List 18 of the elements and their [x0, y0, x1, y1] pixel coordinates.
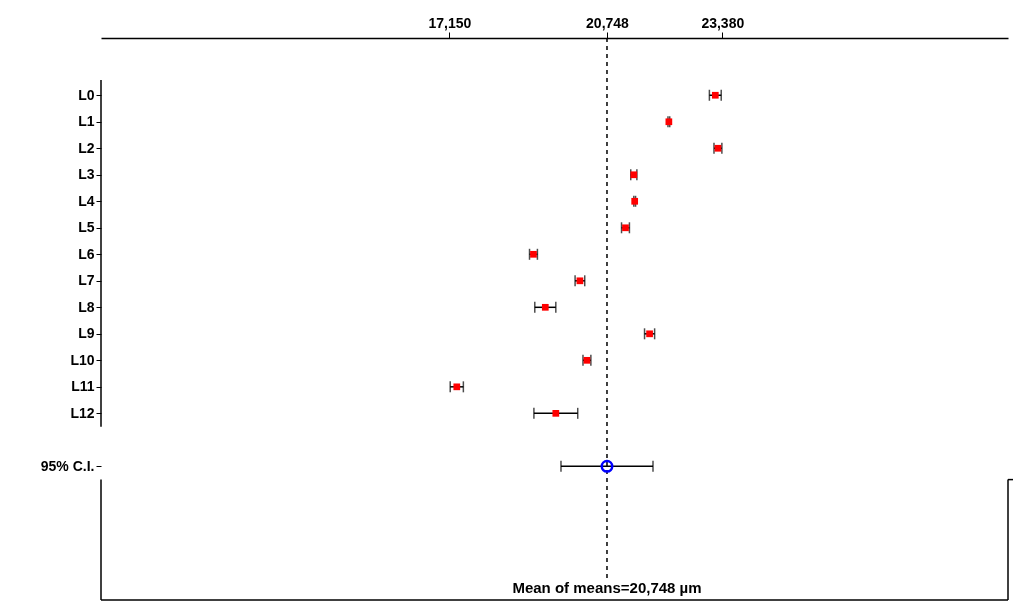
- y-tick-label: L11: [71, 378, 95, 395]
- y-tick-label: L0: [78, 86, 95, 103]
- x-tick-label: 20,748: [586, 14, 630, 31]
- y-tick-label: L9: [78, 325, 95, 342]
- x-tick-label: 23,380: [701, 14, 745, 31]
- y-tick-label: L3: [78, 166, 95, 183]
- y-tick-label: L1: [78, 113, 95, 130]
- y-tick-label: L4: [78, 192, 95, 209]
- x-tick-label: 17,150: [428, 14, 472, 31]
- y-tick-label: 95% C.I.: [40, 457, 95, 474]
- y-tick-label: L7: [78, 272, 95, 289]
- ref-line-label: Mean of means=20,748 µm: [512, 579, 702, 596]
- y-tick-label: L5: [78, 219, 95, 236]
- y-tick-label: L8: [78, 298, 95, 315]
- y-tick-label: L10: [70, 351, 95, 368]
- y-tick-label: L2: [78, 139, 95, 156]
- y-tick-label: L12: [70, 404, 95, 421]
- y-tick-label: L6: [78, 245, 95, 262]
